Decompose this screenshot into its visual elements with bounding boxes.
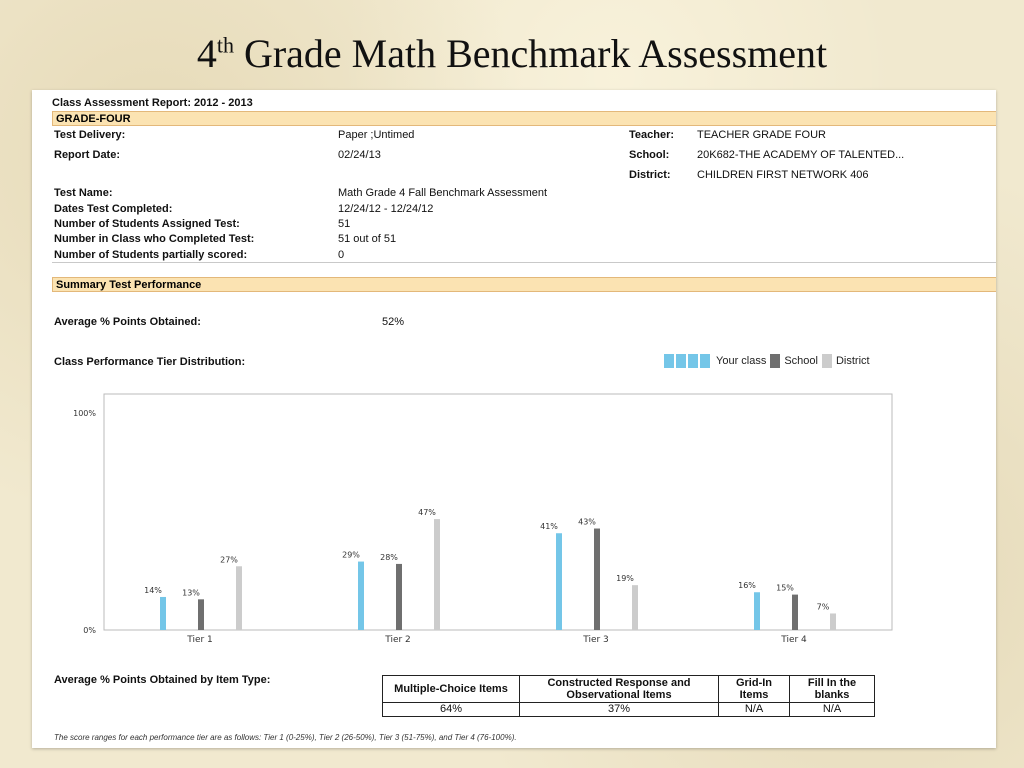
legend-swatch-class-3 [688,354,698,368]
field-value-school: 20K682-THE ACADEMY OF TALENTED... [697,149,905,161]
data-label: 15% [776,584,794,593]
legend-swatch-school [770,354,781,368]
legend-swatch-class [664,354,674,368]
data-label: 47% [418,508,436,517]
summary-header: Summary Test Performance [52,277,996,292]
chart-legend: Your class School District [664,354,870,368]
tier-range-footnote: The score ranges for each performance ti… [54,733,517,742]
data-label: 13% [182,588,200,597]
field-label-completed-test: Number in Class who Completed Test: [54,233,255,245]
field-value-test-delivery: Paper ;Untimed [338,129,415,141]
bar [792,594,798,630]
grade-header: GRADE-FOUR [52,111,996,126]
field-label-test-name: Test Name: [54,187,113,199]
data-label: 16% [738,581,756,590]
data-label: 19% [616,574,634,583]
bar [434,519,440,630]
item-type-value: 64% [382,702,520,717]
field-label-partially-scored: Number of Students partially scored: [54,249,248,261]
bar [236,566,242,630]
item-type-header: Fill In the blanks [789,675,875,703]
field-value-partially-scored: 0 [338,249,345,261]
y-tick-label: 0% [83,626,96,635]
item-type-header: Grid-In Items [718,675,790,703]
data-label: 29% [342,551,360,560]
legend-swatch-class-4 [700,354,710,368]
field-label-dates-completed: Dates Test Completed: [54,203,173,215]
tier-distribution-chart: 100% 0% 14% 13% 27% Tier 1 29% 28% 47% Tier 2 41% 4… [73,393,893,645]
x-tick-label: Tier 2 [384,635,411,645]
avg-points-label: Average % Points Obtained: [54,316,201,328]
x-tick-label: Tier 1 [186,635,213,645]
x-tick-label: Tier 3 [582,635,609,645]
bar [358,561,364,630]
field-label-students-assigned: Number of Students Assigned Test: [54,218,240,230]
legend-swatch-district [821,354,832,368]
data-label: 41% [540,522,558,531]
field-label-teacher: Teacher: [629,129,675,141]
field-value-district: CHILDREN FIRST NETWORK 406 [697,169,869,181]
divider [52,262,996,263]
bar [198,599,204,630]
bar [160,596,166,630]
bar [556,533,562,630]
legend-label-school: School [784,355,818,367]
bar [632,585,638,630]
report-title: Class Assessment Report: 2012 - 2013 [52,97,253,109]
tier-distribution-label: Class Performance Tier Distribution: [54,356,246,368]
x-tick-label: Tier 4 [780,635,807,645]
item-type-value: N/A [718,702,790,717]
avg-points-value: 52% [382,316,405,328]
item-type-table: Multiple-Choice Items Constructed Respon… [382,675,875,717]
field-value-dates-completed: 12/24/12 - 12/24/12 [338,203,434,215]
bar [594,528,600,630]
field-label-school: School: [629,149,670,161]
data-label: 28% [380,553,398,562]
item-type-header: Multiple-Choice Items [382,675,520,703]
data-label: 7% [817,602,830,611]
field-value-completed-test: 51 out of 51 [338,233,397,245]
field-value-teacher: TEACHER GRADE FOUR [697,129,826,141]
plot-frame [103,393,893,631]
item-type-label: Average % Points Obtained by Item Type: [54,674,271,686]
field-value-report-date: 02/24/13 [338,149,381,161]
field-label-district: District: [629,169,671,181]
item-type-value: 37% [519,702,719,717]
y-tick-label: 100% [73,409,96,418]
bar [396,563,402,630]
data-label: 14% [144,586,162,595]
item-type-header: Constructed Response and Observational I… [519,675,719,703]
slide-title-text: Grade Math Benchmark Assessment [233,31,828,76]
data-label: 27% [220,555,238,564]
field-value-students-assigned: 51 [338,218,351,230]
class-assessment-report: Class Assessment Report: 2012 - 2013 GRA… [32,90,996,748]
slide-title-ordinal: th [216,32,234,58]
bar [754,592,760,630]
legend-label-class: Your class [716,355,767,367]
legend-label-district: District [835,355,870,367]
slide-title: 4th Grade Math Benchmark Assessment [0,30,1024,77]
data-label: 43% [578,518,596,527]
field-label-report-date: Report Date: [54,149,121,161]
item-type-value: N/A [789,702,875,717]
legend-swatch-class-2 [676,354,686,368]
bar [830,613,836,630]
slide-title-number: 4 [196,31,217,76]
field-value-test-name: Math Grade 4 Fall Benchmark Assessment [338,187,548,199]
field-label-test-delivery: Test Delivery: [54,129,126,141]
